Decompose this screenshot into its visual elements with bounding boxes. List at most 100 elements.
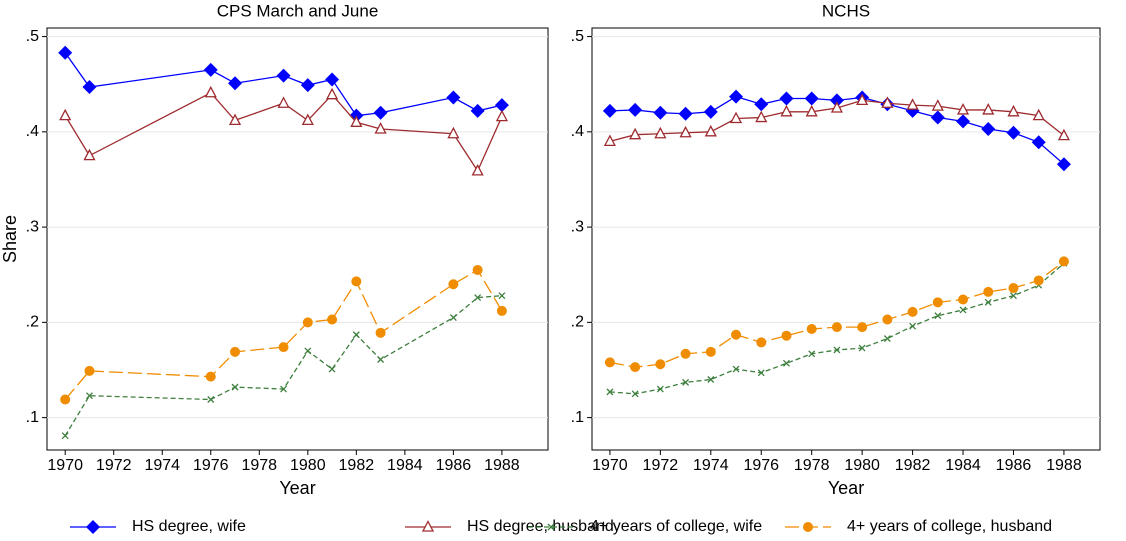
marker (228, 76, 243, 91)
marker (858, 344, 866, 352)
marker (328, 365, 336, 373)
marker (653, 105, 668, 120)
x-tick-label: 1974 (144, 457, 180, 474)
marker (705, 346, 716, 357)
marker (982, 103, 995, 115)
marker (474, 294, 482, 302)
marker (754, 97, 769, 112)
marker (956, 114, 971, 129)
marker (495, 109, 508, 122)
y-tick-label: .1 (571, 409, 584, 426)
marker (731, 329, 742, 340)
marker (602, 103, 617, 118)
marker (207, 396, 215, 403)
marker (231, 383, 239, 391)
series-line (609, 260, 1065, 368)
marker (757, 369, 765, 377)
marker (981, 121, 996, 136)
marker (755, 110, 768, 123)
marker (58, 45, 73, 60)
y-tick-label: .2 (571, 314, 584, 331)
marker (205, 371, 216, 382)
marker (204, 85, 217, 98)
x-tick-label: 1980 (844, 457, 880, 474)
marker (374, 122, 387, 134)
marker (780, 104, 793, 117)
marker (629, 127, 642, 140)
marker (606, 388, 614, 396)
y-tick-label: .5 (571, 28, 584, 45)
marker (983, 286, 994, 297)
marker (1006, 125, 1021, 140)
x-tick-label: 1974 (693, 457, 729, 474)
legend-marker (421, 520, 435, 532)
series-line (64, 91, 503, 173)
marker (84, 365, 95, 376)
marker (375, 327, 386, 338)
x-tick-label: 1984 (387, 457, 423, 474)
marker (628, 102, 643, 117)
marker (228, 113, 242, 126)
marker (1031, 135, 1046, 150)
y-tick-label: .1 (26, 409, 39, 426)
marker (498, 292, 506, 300)
marker (907, 306, 918, 317)
marker (470, 103, 485, 118)
marker (831, 322, 842, 333)
marker (82, 80, 97, 95)
marker (325, 72, 340, 87)
marker (471, 163, 484, 176)
y-tick-label: .3 (571, 218, 584, 235)
x-tick-label: 1988 (1046, 457, 1082, 474)
marker (984, 298, 992, 306)
marker (278, 342, 289, 353)
marker (304, 347, 312, 355)
x-tick-label: 1970 (47, 457, 83, 474)
marker (351, 276, 362, 287)
marker (704, 124, 717, 137)
marker (804, 91, 819, 106)
marker (350, 115, 363, 127)
marker (1056, 157, 1071, 172)
marker (656, 385, 664, 393)
marker (1032, 108, 1045, 121)
y-tick-label: .4 (26, 123, 39, 140)
x-tick-label: 1986 (996, 457, 1032, 474)
legend-marker (803, 522, 813, 532)
marker (707, 376, 715, 383)
marker (301, 113, 314, 126)
marker (729, 111, 743, 124)
x-axis-label: Year (828, 478, 864, 498)
marker (1057, 128, 1071, 141)
marker (448, 279, 459, 290)
marker (1010, 292, 1017, 300)
legend-label: HS degree, wife (132, 518, 246, 535)
marker (654, 126, 667, 139)
x-tick-label: 1984 (945, 457, 981, 474)
marker (1033, 275, 1044, 286)
legend-label: 4+ years of college, wife (590, 518, 762, 535)
y-tick-label: .4 (571, 123, 584, 140)
marker (781, 330, 792, 341)
marker (447, 126, 460, 139)
marker (703, 104, 718, 119)
marker (373, 105, 388, 120)
plot-frame (591, 27, 1101, 451)
marker (603, 134, 616, 147)
x-tick-label: 1978 (794, 457, 830, 474)
x-tick-label: 1970 (592, 457, 628, 474)
marker (604, 357, 615, 368)
x-tick-label: 1988 (484, 457, 520, 474)
marker (230, 346, 241, 357)
chart-title: CPS March and June (217, 1, 379, 20)
marker (494, 98, 509, 113)
marker (1007, 104, 1020, 117)
plot-frame (46, 27, 549, 451)
y-tick-label: .5 (26, 28, 39, 45)
marker (1008, 283, 1019, 294)
x-tick-label: 1978 (241, 457, 277, 474)
marker (833, 346, 841, 354)
y-axis-label: Share (0, 215, 20, 263)
marker (679, 125, 692, 138)
